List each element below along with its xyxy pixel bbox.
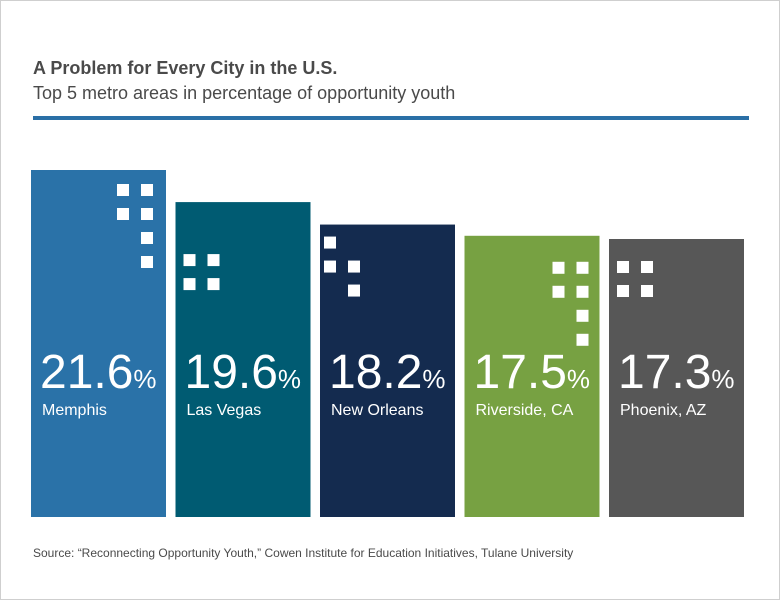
- bar-group: 17.3%Phoenix, AZ: [609, 239, 744, 517]
- bar-group: 18.2% New Orleans: [320, 224, 455, 517]
- bar-group: 17.5% Riverside, CA: [464, 235, 600, 517]
- window-square: [207, 254, 220, 267]
- window-square: [348, 284, 360, 297]
- bar: [609, 239, 744, 517]
- bar-category-label: Memphis: [42, 402, 107, 419]
- window-square: [141, 208, 153, 220]
- bar: [175, 202, 311, 517]
- window-square: [576, 261, 589, 274]
- bar-value-label: 21.6%: [40, 346, 157, 399]
- bar-value-unit: %: [278, 364, 301, 394]
- window-square: [117, 184, 129, 196]
- bar-value-unit: %: [567, 364, 590, 394]
- window-square: [552, 285, 565, 298]
- source-note: Source: “Reconnecting Opportunity Youth,…: [33, 546, 574, 560]
- window-square: [141, 184, 153, 196]
- window-square: [348, 260, 360, 273]
- bar-value-unit: %: [711, 364, 734, 394]
- bar-category-label: Riverside, CA: [476, 402, 574, 419]
- bar-value-number: 19.6: [185, 346, 278, 399]
- chart-subtitle: Top 5 metro areas in percentage of oppor…: [33, 83, 456, 103]
- bar: [320, 224, 455, 517]
- chart-title: A Problem for Every City in the U.S.: [33, 58, 338, 78]
- window-square: [324, 236, 336, 249]
- bar-value-unit: %: [133, 364, 156, 394]
- bar: [31, 170, 166, 517]
- bar-value-unit: %: [422, 364, 445, 394]
- bar-value-number: 21.6: [40, 346, 133, 399]
- bar-category-label: Phoenix, AZ: [620, 402, 707, 419]
- window-square: [207, 278, 220, 291]
- bar-value-number: 17.5: [474, 346, 567, 399]
- bar-category-label: Las Vegas: [187, 402, 262, 419]
- bar-group: 19.6% Las Vegas: [175, 202, 311, 517]
- bar: [464, 235, 600, 517]
- window-square: [183, 254, 196, 267]
- window-square: [552, 261, 565, 274]
- window-square: [576, 285, 589, 298]
- title-rule: [33, 116, 749, 120]
- window-square: [117, 208, 129, 220]
- window-square: [617, 285, 629, 297]
- bar-value-label: 19.6%: [185, 346, 302, 399]
- bar-value-label: 17.5%: [474, 346, 591, 399]
- window-square: [324, 260, 336, 273]
- bar-value-number: 17.3: [618, 346, 711, 399]
- window-square: [641, 285, 653, 297]
- window-square: [141, 232, 153, 244]
- window-square: [183, 278, 196, 291]
- bar-value-label: 17.3%: [618, 346, 735, 399]
- bar-category-label: New Orleans: [331, 402, 423, 419]
- bar-value-number: 18.2: [329, 346, 422, 399]
- bar-group: 21.6% Memphis: [31, 170, 166, 517]
- bar-value-label: 18.2%: [329, 346, 446, 399]
- window-square: [141, 256, 153, 268]
- window-square: [641, 261, 653, 273]
- window-square: [617, 261, 629, 273]
- window-square: [576, 309, 589, 322]
- window-square: [576, 333, 589, 346]
